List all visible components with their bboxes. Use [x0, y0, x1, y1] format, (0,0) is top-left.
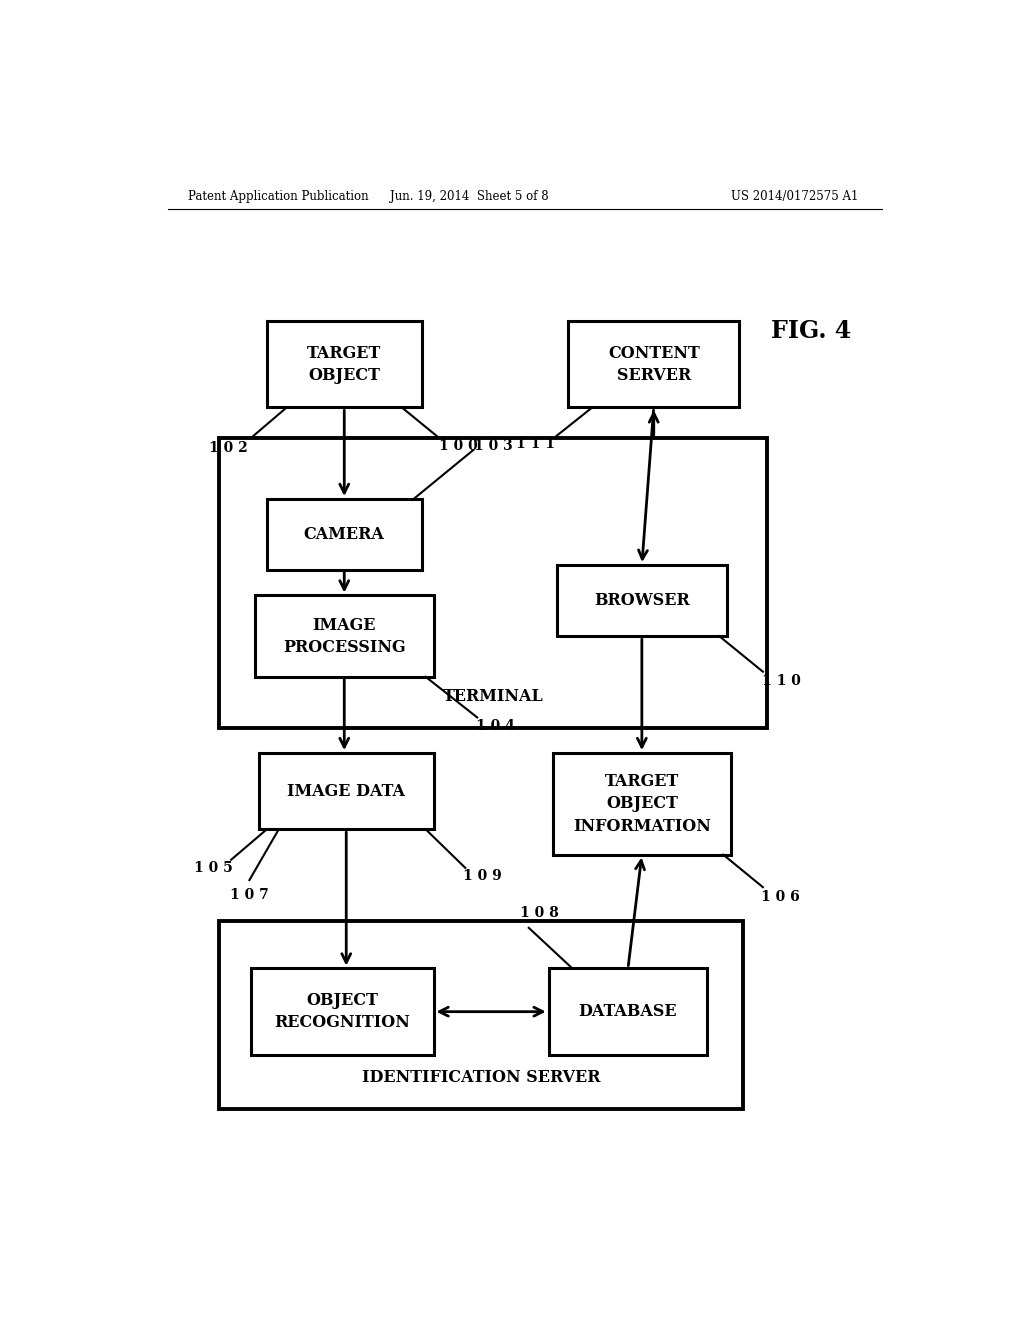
Bar	[219, 438, 767, 727]
Text: 1 0 9: 1 0 9	[464, 869, 502, 883]
Text: FIG. 4: FIG. 4	[771, 319, 851, 343]
Text: DATABASE: DATABASE	[579, 1003, 677, 1020]
Text: TARGET
OBJECT
INFORMATION: TARGET OBJECT INFORMATION	[572, 774, 711, 834]
Bar	[553, 752, 731, 854]
Text: 1 0 6: 1 0 6	[761, 890, 800, 904]
Text: 1 0 2: 1 0 2	[210, 441, 248, 455]
Text: CONTENT
SERVER: CONTENT SERVER	[608, 345, 699, 384]
Text: US 2014/0172575 A1: US 2014/0172575 A1	[731, 190, 858, 202]
Text: 1 0 3: 1 0 3	[474, 440, 512, 453]
Bar	[267, 321, 422, 408]
Text: OBJECT
RECOGNITION: OBJECT RECOGNITION	[274, 993, 411, 1031]
Text: Jun. 19, 2014  Sheet 5 of 8: Jun. 19, 2014 Sheet 5 of 8	[390, 190, 549, 202]
Text: 1 0 0: 1 0 0	[438, 440, 477, 453]
Bar	[267, 499, 422, 570]
Text: 1 0 4: 1 0 4	[476, 718, 515, 733]
Text: 1 0 5: 1 0 5	[194, 861, 232, 875]
Bar	[251, 969, 433, 1055]
Text: 1 0 7: 1 0 7	[230, 888, 268, 903]
Text: 1 1 0: 1 1 0	[762, 673, 801, 688]
Bar	[549, 969, 708, 1055]
Text: TARGET
OBJECT: TARGET OBJECT	[307, 345, 381, 384]
Text: IMAGE
PROCESSING: IMAGE PROCESSING	[283, 616, 406, 656]
Text: IDENTIFICATION SERVER: IDENTIFICATION SERVER	[361, 1069, 600, 1086]
Bar	[255, 595, 433, 677]
Text: 1 1 1: 1 1 1	[516, 437, 555, 451]
Text: BROWSER: BROWSER	[594, 593, 690, 609]
Bar	[219, 921, 743, 1109]
Text: Patent Application Publication: Patent Application Publication	[187, 190, 369, 202]
Text: CAMERA: CAMERA	[304, 525, 385, 543]
Bar	[259, 752, 433, 829]
Text: 1 0 8: 1 0 8	[520, 906, 558, 920]
Bar	[568, 321, 739, 408]
Bar	[557, 565, 727, 636]
Text: IMAGE DATA: IMAGE DATA	[288, 783, 406, 800]
Text: TERMINAL: TERMINAL	[442, 688, 544, 705]
